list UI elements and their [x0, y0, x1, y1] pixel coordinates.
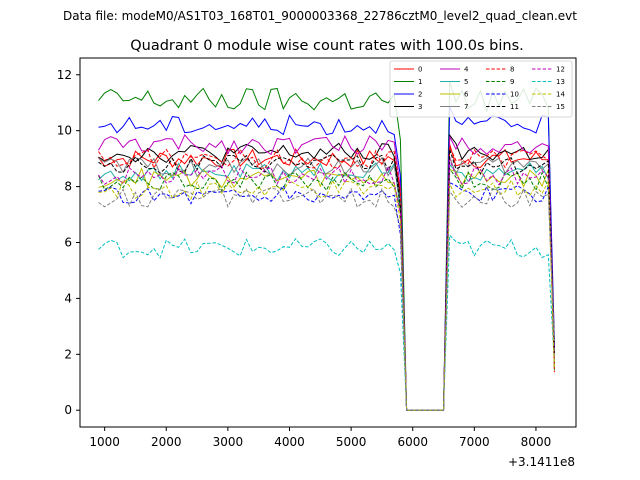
legend-label-7: 7 [464, 103, 468, 111]
series-line-8 [98, 146, 555, 411]
y-tick-label: 10 [57, 124, 72, 138]
y-tick-label: 2 [64, 347, 72, 361]
x-tick-label: 2000 [151, 435, 182, 449]
series-line-9 [98, 167, 555, 411]
chart-suptitle: Data file: modeM0/AS1T03_168T01_90000033… [63, 9, 577, 23]
y-tick-label: 4 [64, 291, 72, 305]
series-line-15 [98, 187, 555, 411]
series-line-2 [98, 106, 555, 411]
x-tick-label: 3000 [213, 435, 244, 449]
legend-label-4: 4 [464, 66, 469, 74]
x-tick-label: 5000 [336, 435, 367, 449]
x-tick-label: 6000 [397, 435, 428, 449]
y-tick-label: 12 [57, 68, 72, 82]
legend-label-5: 5 [464, 78, 468, 86]
legend-label-8: 8 [510, 66, 514, 74]
series-line-4 [98, 133, 555, 411]
series-line-10 [98, 181, 555, 411]
y-axis: 0 2 4 6 8 10 12 [57, 68, 80, 417]
y-tick-label: 6 [64, 236, 72, 250]
legend-label-1: 1 [418, 78, 422, 86]
legend-label-2: 2 [418, 91, 422, 99]
legend-label-6: 6 [464, 91, 469, 99]
legend-label-0: 0 [418, 66, 422, 74]
legend-label-10: 10 [510, 91, 519, 99]
plot-area: 1000 2000 3000 4000 5000 6000 7000 8000 0246810… [57, 57, 577, 449]
y-tick-label: 8 [64, 180, 72, 194]
legend-label-13: 13 [556, 78, 565, 86]
chart-title: Quadrant 0 module wise count rates with … [130, 38, 524, 54]
series-line-0 [98, 144, 555, 411]
legend-label-11: 11 [510, 103, 519, 111]
series-line-13 [98, 234, 555, 411]
series-line-11 [98, 149, 555, 411]
legend-label-12: 12 [556, 66, 565, 74]
x-tick-label: 1000 [89, 435, 120, 449]
series-layer [98, 81, 555, 411]
legend-label-14: 14 [556, 91, 565, 99]
series-line-3 [98, 133, 555, 411]
y-tick-label: 0 [64, 403, 72, 417]
x-tick-label: 8000 [521, 435, 552, 449]
series-line-14 [98, 179, 555, 411]
x-tick-label: 4000 [274, 435, 305, 449]
x-offset-label: +3.1411e8 [508, 455, 575, 469]
legend-frame [389, 60, 573, 118]
legend-label-9: 9 [510, 78, 514, 86]
x-axis: 1000 2000 3000 4000 5000 6000 7000 8000 [89, 427, 551, 449]
series-line-12 [98, 159, 555, 411]
legend-label-15: 15 [556, 103, 565, 111]
x-tick-label: 7000 [459, 435, 490, 449]
legend-label-3: 3 [418, 103, 422, 111]
